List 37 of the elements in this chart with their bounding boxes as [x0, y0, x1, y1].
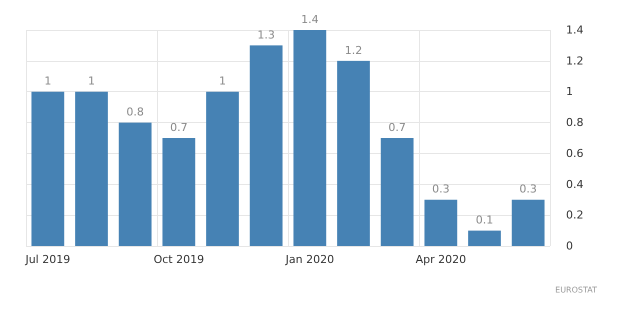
bar	[206, 92, 239, 246]
bar	[512, 200, 545, 246]
y-tick-label: 1.2	[566, 54, 584, 68]
x-tick-label: Apr 2020	[416, 253, 466, 266]
text: EUROSTAT	[555, 286, 598, 294]
data-label: 1.2	[344, 44, 362, 57]
bar	[337, 60, 370, 246]
data-label: 0.7	[388, 121, 406, 134]
y-tick-label: 1.4	[566, 24, 584, 36]
y-tick-label: 0.2	[566, 208, 584, 222]
bar	[250, 45, 283, 246]
y-tick-label: 0	[566, 240, 573, 252]
data-label: 1	[219, 74, 226, 88]
data-label: 0.8	[126, 106, 144, 119]
x-tick-label: Jan 2020	[284, 253, 334, 266]
bar	[75, 92, 108, 246]
bar	[424, 200, 458, 246]
data-label: 1	[88, 74, 95, 88]
bar	[31, 92, 64, 246]
data-label: 0.3	[432, 182, 450, 196]
bar	[380, 138, 414, 246]
y-tick-label: 1	[566, 85, 573, 98]
bar	[293, 30, 326, 246]
bar	[118, 122, 152, 246]
data-label: 0.3	[519, 182, 537, 196]
data-label: 1.4	[301, 13, 319, 26]
bar	[162, 138, 196, 246]
x-tick-label: Jul 2019	[24, 253, 70, 266]
y-tick-label: 0.8	[566, 116, 584, 130]
y-tick-label: 0.4	[566, 178, 584, 191]
data-label: 1	[44, 74, 52, 88]
data-label: 0.7	[170, 121, 188, 134]
y-tick-label: 0.6	[566, 146, 584, 160]
data-label: 0.1	[476, 214, 494, 227]
x-tick-label: Oct 2019	[154, 253, 204, 266]
data-label: 1.3	[257, 28, 275, 42]
bar	[468, 230, 501, 246]
